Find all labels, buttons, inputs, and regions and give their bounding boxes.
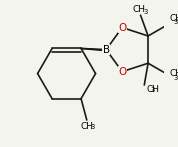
Text: 3: 3 bbox=[150, 87, 155, 93]
Text: CH: CH bbox=[133, 5, 146, 14]
Text: CH: CH bbox=[146, 85, 159, 94]
Text: B: B bbox=[103, 45, 110, 55]
Text: 3: 3 bbox=[143, 9, 148, 15]
Text: 3: 3 bbox=[90, 124, 95, 130]
Text: CH: CH bbox=[169, 69, 178, 78]
Text: 3: 3 bbox=[173, 75, 178, 81]
Text: CH: CH bbox=[80, 122, 93, 131]
Text: O: O bbox=[118, 22, 126, 32]
Text: 3: 3 bbox=[173, 19, 178, 25]
Text: CH: CH bbox=[169, 14, 178, 23]
Text: O: O bbox=[118, 67, 126, 77]
